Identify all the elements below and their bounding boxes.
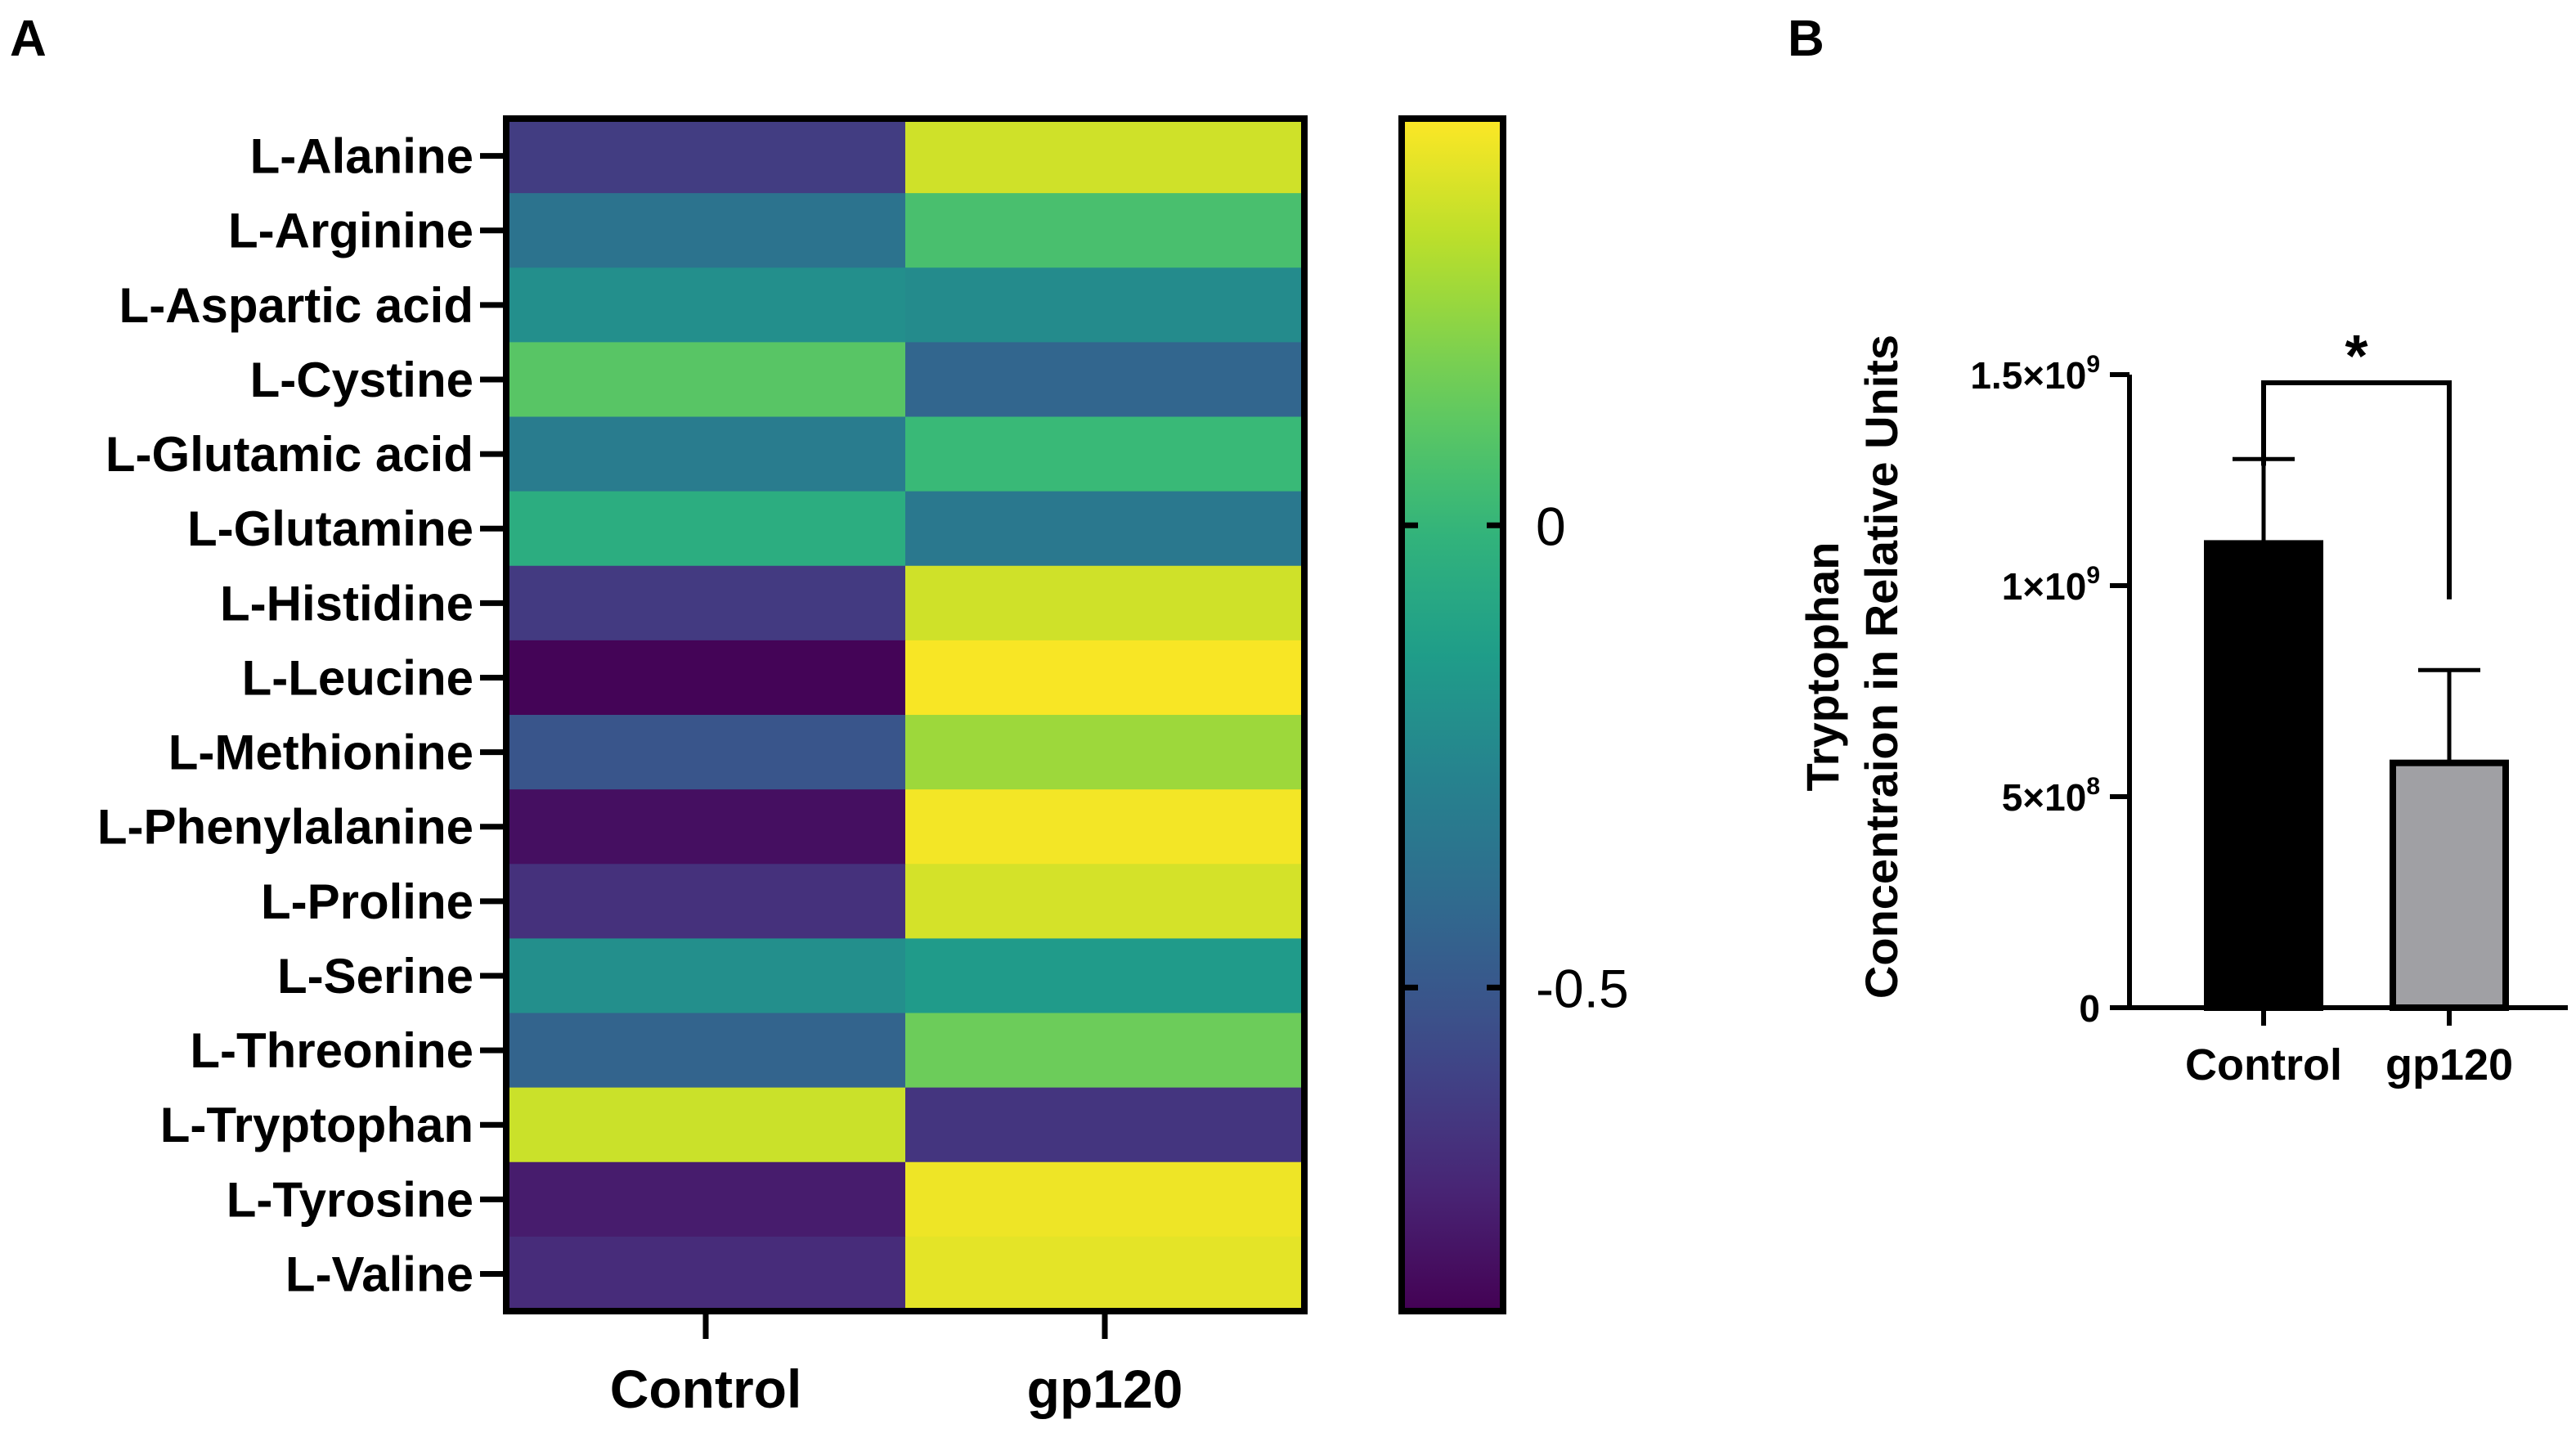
heatmap-cell	[905, 342, 1305, 418]
heatmap-cell	[506, 416, 906, 492]
heatmap-cell	[905, 565, 1305, 641]
heatmap-cell	[506, 565, 906, 641]
heatmap-cell	[506, 1161, 906, 1238]
heatmap-cell	[506, 1013, 906, 1089]
heatmap-cell	[506, 864, 906, 939]
heatmap-cell	[506, 1236, 906, 1312]
heatmap-row-labels: L-Alanine L-Arginine L-Aspartic acid L-Cyst…	[97, 129, 503, 1301]
significance-bracket-line	[2261, 380, 2452, 600]
heatmap-cell	[905, 938, 1305, 1014]
heatmap-row-label: L-Serine	[277, 949, 473, 1004]
heatmap-row-label: L-Threonine	[190, 1023, 473, 1078]
heatmap-frame	[503, 115, 1308, 1314]
heatmap-row-label: L-Tryptophan	[160, 1098, 473, 1152]
colorbar-tick-label: 0	[1536, 496, 1566, 556]
bar-x-tick-label: Control	[2185, 1040, 2342, 1089]
bar-chart-ylabel-line1: Tryptophan	[1797, 542, 1848, 792]
heatmap-cell	[905, 640, 1305, 716]
bar-chart-y-tick-label: 1×109	[2002, 562, 2100, 608]
heatmap-row-label: L-Methionine	[168, 725, 473, 780]
heatmap-cell	[905, 715, 1305, 790]
heatmap-row-label: L-Glutamic acid	[105, 427, 473, 482]
bar-chart-x-axis: Control gp120	[2127, 1005, 2568, 1089]
heatmap-cell	[905, 1236, 1305, 1312]
bar-chart-ylabel-line2: Concentraion in Relative Units	[1856, 335, 1907, 999]
heatmap-panel: L-Alanine L-Arginine L-Aspartic acid L-Cyst…	[97, 115, 1308, 1419]
heatmap-cell	[506, 119, 906, 194]
heatmap-cell	[905, 1013, 1305, 1089]
bar-chart-y-axis: 0 5×108 1×109 1.5×109	[1970, 351, 2132, 1030]
heatmap-cell	[905, 267, 1305, 343]
significance-star: *	[2345, 324, 2367, 389]
significance-bracket: *	[2261, 324, 2452, 600]
heatmap-cell	[506, 1087, 906, 1163]
heatmap-cell	[506, 193, 906, 268]
bar-chart-y-tick-label: 5×108	[2002, 773, 2100, 819]
bar-x-tick-label: gp120	[2385, 1040, 2513, 1089]
heatmap-row-label: L-Tyrosine	[227, 1172, 473, 1227]
bar-chart-y-tick-label: 0	[2079, 987, 2100, 1030]
heatmap-row-label: L-Leucine	[242, 650, 473, 705]
heatmap-row-label: L-Arginine	[228, 204, 473, 258]
heatmap-column-labels: Control gp120	[610, 1314, 1183, 1419]
heatmap-column-label: Control	[610, 1359, 802, 1419]
heatmap-cell	[905, 789, 1305, 865]
panel-a-label: A	[10, 11, 47, 67]
heatmap-column-label: gp120	[1027, 1359, 1183, 1419]
heatmap-cell	[506, 491, 906, 567]
heatmap-row-label: L-Proline	[261, 874, 473, 929]
bar-chart-y-tick-label: 1.5×109	[1970, 351, 2100, 397]
bar	[2204, 540, 2323, 1011]
heatmap-cell	[905, 1087, 1305, 1163]
heatmap-cells	[506, 119, 1305, 1312]
heatmap-cell	[506, 640, 906, 716]
heatmap-cell	[905, 193, 1305, 268]
heatmap-cell	[905, 491, 1305, 567]
heatmap-cell	[506, 789, 906, 865]
heatmap-row-label: L-Glutamine	[187, 501, 473, 556]
heatmap-cell	[905, 1161, 1305, 1238]
heatmap-row-label: L-Valine	[285, 1247, 473, 1301]
heatmap-row-label: L-Cystine	[250, 353, 473, 407]
panel-b-label: B	[1788, 11, 1824, 67]
heatmap-cell	[506, 715, 906, 790]
heatmap-row-label: L-Histidine	[220, 576, 473, 631]
bar-chart-panel: Tryptophan Concentraion in Relative Unit…	[1797, 324, 2568, 1089]
colorbar-tick-label: -0.5	[1536, 958, 1629, 1018]
colorbar-gradient	[1398, 115, 1506, 1314]
bar	[2390, 759, 2509, 1011]
heatmap-cell	[905, 864, 1305, 939]
colorbar-ticks: 0 -0.5	[1402, 496, 1629, 1018]
colorbar: 0 -0.5	[1398, 115, 1629, 1314]
heatmap-cell	[506, 267, 906, 343]
heatmap-cell	[905, 416, 1305, 492]
heatmap-cell	[506, 938, 906, 1014]
heatmap-row-label: L-Aspartic acid	[119, 278, 473, 333]
heatmap-cell	[506, 342, 906, 418]
heatmap-row-label: L-Phenylalanine	[97, 800, 473, 855]
heatmap-row-label: L-Alanine	[250, 129, 473, 184]
bar-chart-bars	[2204, 456, 2509, 1011]
heatmap-cell	[905, 119, 1305, 194]
